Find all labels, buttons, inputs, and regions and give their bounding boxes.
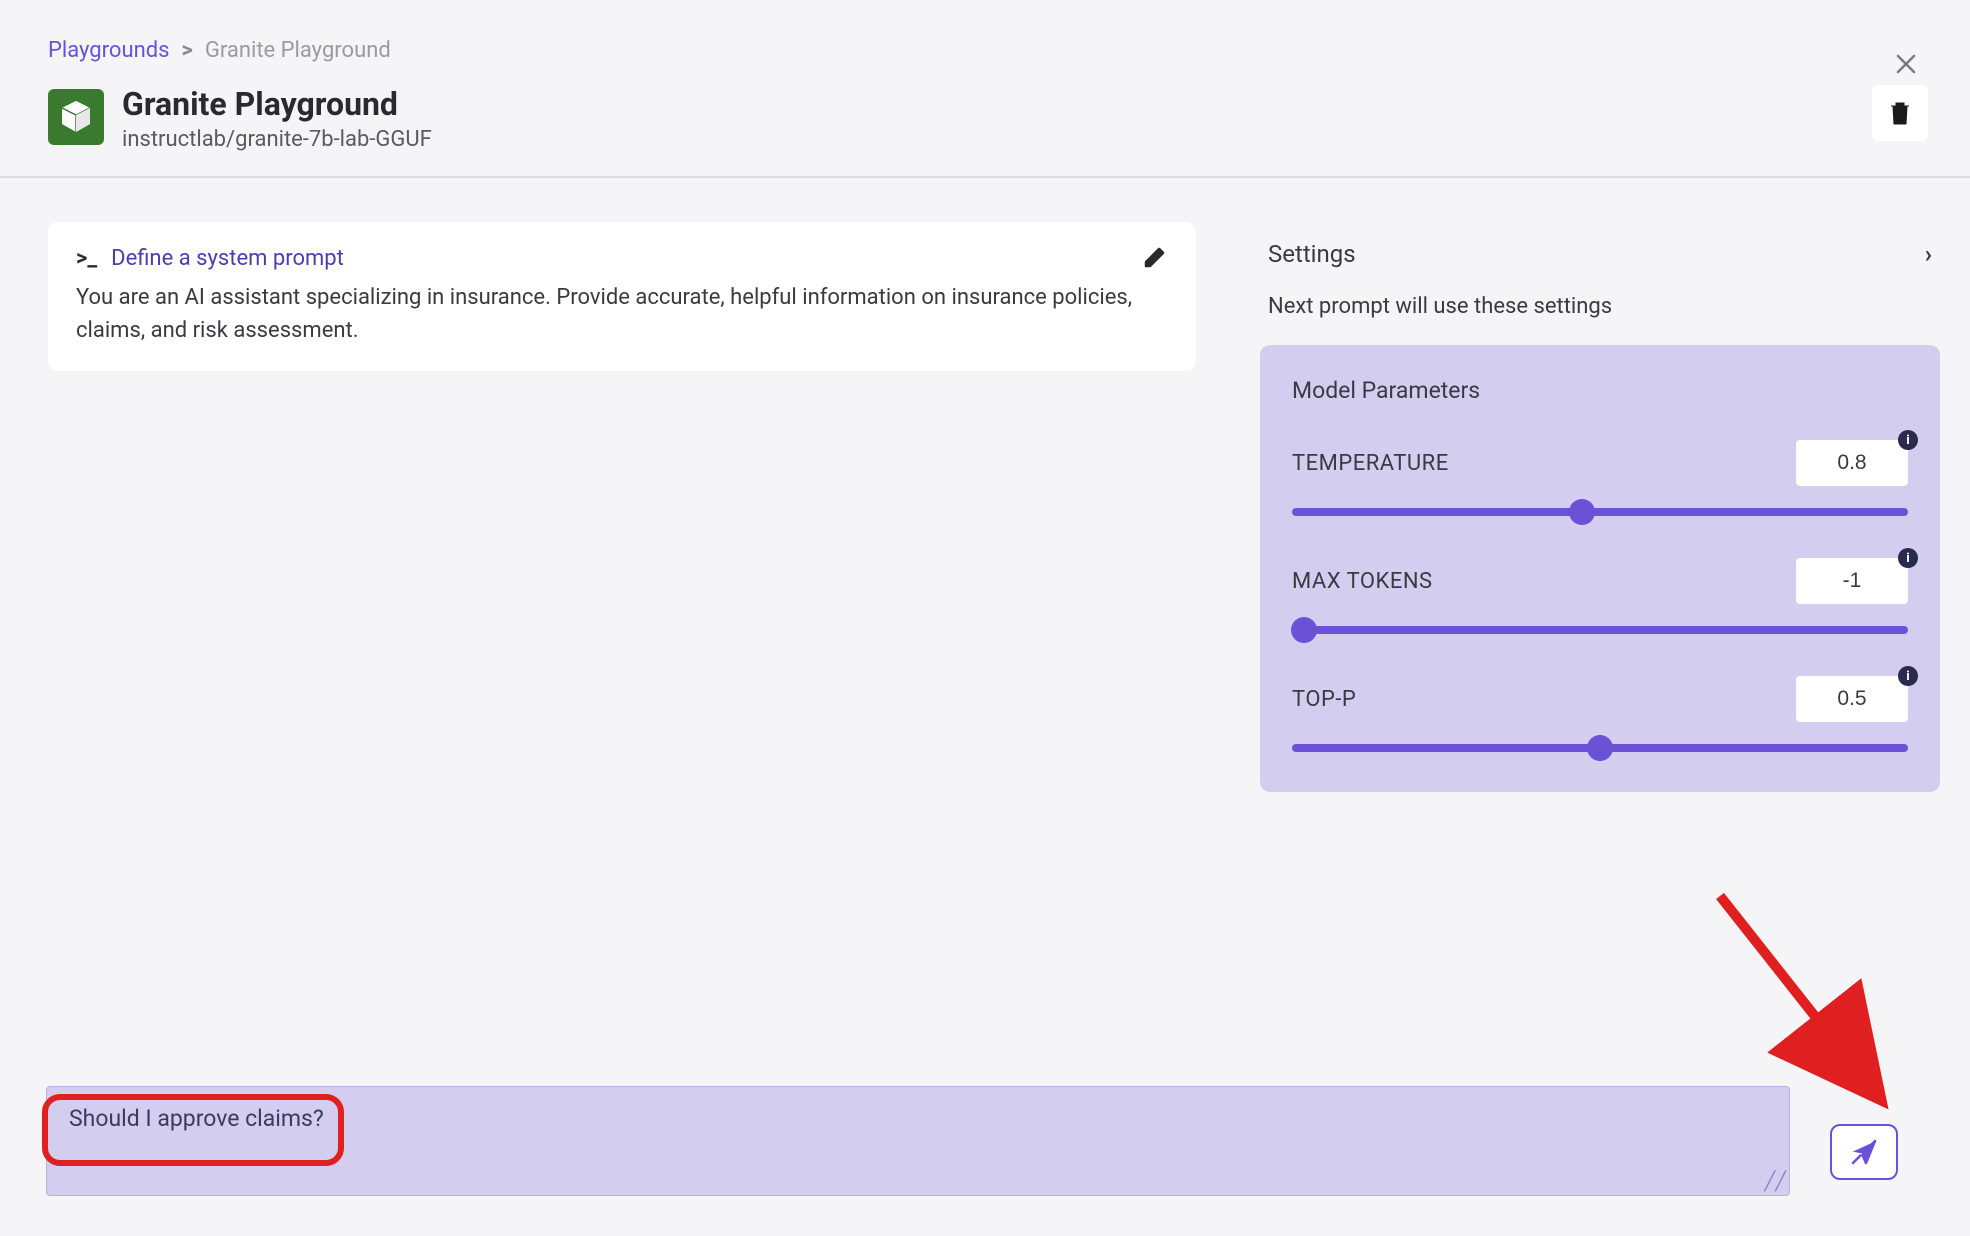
max-tokens-slider-thumb[interactable] (1291, 617, 1317, 643)
temperature-info-icon[interactable]: i (1898, 430, 1918, 450)
temperature-slider-thumb[interactable] (1569, 499, 1595, 525)
cube-icon (56, 97, 96, 137)
close-button[interactable] (1894, 46, 1918, 84)
trash-icon (1888, 100, 1912, 126)
breadcrumb: Playgrounds > Granite Playground (48, 38, 1940, 63)
edit-icon (1142, 244, 1168, 270)
top-p-label: TOP-P (1292, 687, 1356, 712)
max-tokens-label: MAX TOKENS (1292, 569, 1433, 594)
system-prompt-text: You are an AI assistant specializing in … (76, 281, 1168, 347)
max-tokens-slider[interactable] (1292, 626, 1908, 634)
edit-prompt-button[interactable] (1142, 244, 1168, 274)
terminal-icon: >_ (76, 246, 97, 271)
temperature-label: TEMPERATURE (1292, 451, 1449, 476)
close-icon (1894, 52, 1918, 76)
max-tokens-input[interactable] (1796, 558, 1908, 604)
max-tokens-info-icon[interactable]: i (1898, 548, 1918, 568)
annotation-arrow (1690, 876, 1910, 1116)
send-button[interactable] (1830, 1124, 1898, 1180)
delete-button[interactable] (1872, 85, 1928, 141)
breadcrumb-separator: > (181, 38, 192, 63)
breadcrumb-current: Granite Playground (205, 38, 391, 63)
top-p-slider-thumb[interactable] (1587, 735, 1613, 761)
settings-note: Next prompt will use these settings (1260, 294, 1940, 345)
prompt-input[interactable] (46, 1086, 1790, 1196)
system-prompt-card: >_ Define a system prompt You are an AI … (48, 222, 1196, 371)
breadcrumb-root-link[interactable]: Playgrounds (48, 38, 169, 63)
model-parameters-title: Model Parameters (1292, 377, 1908, 404)
send-icon (1850, 1138, 1878, 1166)
temperature-param: TEMPERATURE i (1292, 440, 1908, 516)
settings-toggle-button[interactable]: › (1925, 240, 1932, 268)
page-subtitle: instructlab/granite-7b-lab-GGUF (122, 127, 1854, 152)
app-icon (48, 89, 104, 145)
top-p-slider[interactable] (1292, 744, 1908, 752)
page-title: Granite Playground (122, 85, 1854, 123)
max-tokens-param: MAX TOKENS i (1292, 558, 1908, 634)
temperature-slider[interactable] (1292, 508, 1908, 516)
top-p-param: TOP-P i (1292, 676, 1908, 752)
top-p-input[interactable] (1796, 676, 1908, 722)
temperature-input[interactable] (1796, 440, 1908, 486)
system-prompt-heading: Define a system prompt (111, 246, 344, 271)
top-p-info-icon[interactable]: i (1898, 666, 1918, 686)
model-parameters-panel: Model Parameters TEMPERATURE i (1260, 345, 1940, 792)
settings-heading: Settings (1268, 240, 1356, 268)
